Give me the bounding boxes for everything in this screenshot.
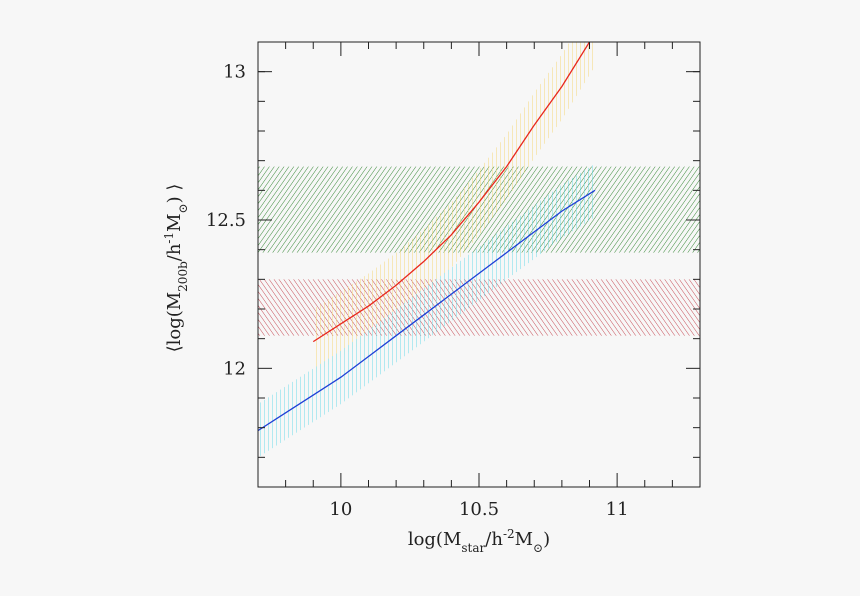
series-line <box>312 42 591 343</box>
label-part: M <box>515 529 533 550</box>
label-part: star <box>461 541 485 555</box>
series-line <box>258 189 596 432</box>
label-part: ) ⟩ <box>164 184 185 204</box>
label-part: /h <box>164 243 185 261</box>
x-tick-label: 10.5 <box>459 499 499 520</box>
label-part: ⊙ <box>176 203 190 213</box>
x-tick-label: 10 <box>329 499 352 520</box>
error-band <box>313 42 596 375</box>
label-part: ⊙ <box>533 541 543 555</box>
y-tick-label: 12.5 <box>206 210 246 231</box>
y-tick-label: 13 <box>223 62 246 83</box>
label-part: log(M <box>408 529 462 550</box>
label-part: 200b <box>176 261 190 292</box>
label-part: M <box>164 213 185 231</box>
label-part: /h <box>485 529 503 550</box>
x-tick-label: 11 <box>606 499 629 520</box>
error-band <box>258 163 596 458</box>
label-part: -1 <box>162 232 176 244</box>
plot-area <box>258 42 700 458</box>
y-axis-label: ⟨log(M200b/h-1M⊙) ⟩ <box>162 184 190 353</box>
label-part: ⟨log(M <box>164 292 185 353</box>
label-part: ) <box>543 529 550 550</box>
x-axis-label: log(Mstar/h-2M⊙) <box>408 527 550 555</box>
y-tick-label: 12 <box>223 358 246 379</box>
label-part: -2 <box>503 527 515 541</box>
